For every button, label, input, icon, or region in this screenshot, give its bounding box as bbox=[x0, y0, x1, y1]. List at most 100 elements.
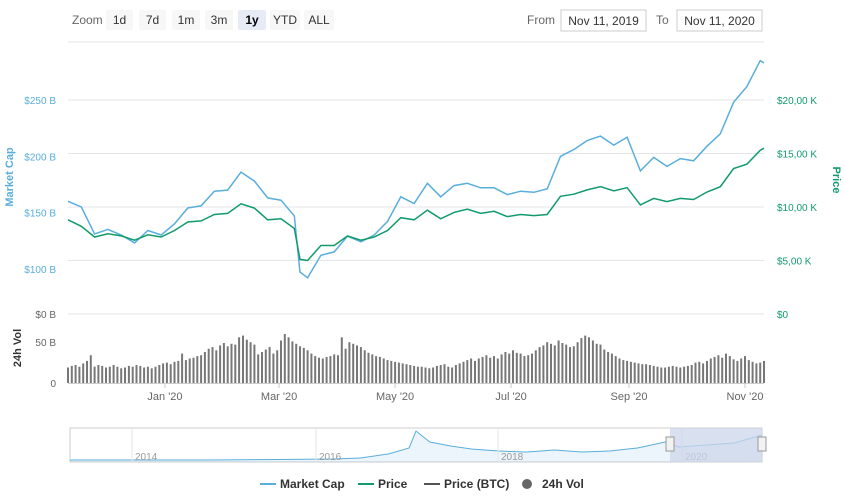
volume-bar bbox=[732, 359, 735, 383]
volume-bar bbox=[474, 360, 476, 383]
volume-bar bbox=[405, 364, 408, 383]
x-axis: Jan '20 Mar '20 May '20 Jul '20 Sep '20 Nov '… bbox=[147, 383, 763, 403]
zoom-button-1m[interactable]: 1m bbox=[172, 10, 200, 30]
volume-bar bbox=[706, 360, 708, 383]
volume-bar bbox=[553, 345, 556, 383]
navigator-handle-right[interactable] bbox=[757, 436, 767, 452]
volume-bar bbox=[131, 366, 134, 383]
price-tick-label: $5,00 K bbox=[777, 257, 812, 268]
volume-bar bbox=[420, 366, 423, 383]
volume-bar bbox=[416, 366, 419, 383]
volume-bar bbox=[599, 344, 602, 383]
volume-bar bbox=[302, 347, 305, 383]
volume-bar bbox=[318, 357, 320, 383]
volume-bar bbox=[219, 345, 222, 383]
volume-bar bbox=[188, 358, 191, 383]
zoom-button-ytd[interactable]: YTD bbox=[270, 10, 300, 30]
to-date-value: Nov 11, 2020 bbox=[684, 14, 755, 28]
volume-bar bbox=[686, 365, 689, 383]
volume-bar bbox=[462, 361, 465, 383]
zoom-button-1d-label: 1d bbox=[113, 13, 126, 27]
volume-bar bbox=[283, 334, 286, 383]
volume-tick-label: 50 B bbox=[35, 338, 56, 349]
volume-tick-label: 0 bbox=[50, 379, 56, 390]
volume-bar bbox=[401, 363, 404, 383]
zoom-button-1d[interactable]: 1d bbox=[106, 10, 133, 30]
price-axis-title: Price bbox=[830, 167, 842, 194]
volume-bar bbox=[572, 346, 575, 384]
price-axis: $0 $5,00 K $10,00 K $15,00 K $20,00 K bbox=[777, 96, 817, 321]
volume-bar bbox=[139, 365, 142, 383]
navigator-year-label: 2014 bbox=[135, 452, 158, 463]
volume-bar bbox=[390, 360, 393, 383]
volume-bar bbox=[728, 356, 731, 383]
volume-bar bbox=[485, 355, 488, 383]
market-cap-tick-label: $150 B bbox=[24, 209, 56, 220]
volume-bar bbox=[523, 356, 526, 383]
legend-item[interactable]: Market Cap bbox=[260, 477, 345, 491]
volume-bar bbox=[626, 360, 629, 383]
price-tick-label: $10,00 K bbox=[777, 203, 817, 214]
volume-bar bbox=[409, 365, 412, 383]
volume-bar bbox=[477, 358, 480, 383]
legend-item[interactable]: Price (BTC) bbox=[424, 477, 509, 491]
legend-item[interactable]: 24h Vol bbox=[522, 477, 584, 491]
volume-bar bbox=[622, 360, 625, 383]
to-label: To bbox=[656, 13, 669, 27]
x-tick-label: Jul '20 bbox=[495, 391, 526, 403]
volume-bar bbox=[588, 337, 590, 383]
volume-bar bbox=[162, 363, 165, 383]
gridlines bbox=[68, 41, 764, 315]
legend-item[interactable]: Price bbox=[358, 477, 408, 491]
zoom-button-3m[interactable]: 3m bbox=[205, 10, 233, 30]
volume-bar bbox=[245, 339, 248, 383]
from-date-input[interactable]: Nov 11, 2019 bbox=[560, 9, 647, 32]
x-tick-label: Sep '20 bbox=[610, 391, 647, 403]
navigator-selection[interactable] bbox=[670, 428, 762, 462]
volume-bar bbox=[595, 343, 598, 383]
volume-bar bbox=[108, 366, 111, 383]
volume-bar bbox=[253, 344, 256, 383]
volume-bar bbox=[546, 342, 549, 383]
volume-bar bbox=[629, 361, 632, 383]
volume-bar bbox=[550, 343, 552, 383]
volume-bar bbox=[432, 367, 435, 383]
volume-bar bbox=[435, 365, 438, 383]
zoom-button-7d[interactable]: 7d bbox=[139, 10, 166, 30]
volume-bar bbox=[481, 356, 484, 383]
volume-bar bbox=[500, 354, 503, 383]
volume-bar bbox=[299, 346, 301, 384]
volume-bar bbox=[531, 353, 533, 383]
volume-bar bbox=[173, 361, 176, 383]
volume-bar bbox=[671, 365, 674, 383]
zoom-button-ytd-label: YTD bbox=[273, 13, 297, 27]
volume-bar bbox=[154, 366, 157, 383]
legend-label: Price bbox=[378, 477, 408, 491]
volume-bar bbox=[181, 353, 184, 383]
volume-bar bbox=[652, 365, 655, 383]
volume-bar bbox=[207, 348, 210, 383]
volume-bar bbox=[169, 364, 172, 383]
volume-bar bbox=[633, 362, 636, 383]
zoom-button-1y[interactable]: 1y bbox=[238, 10, 266, 30]
volume-bar bbox=[337, 355, 339, 383]
volume-bar bbox=[211, 347, 214, 383]
volume-bar bbox=[215, 350, 218, 383]
volume-bar bbox=[458, 363, 461, 383]
volume-bar bbox=[451, 367, 454, 383]
navigator-handle-left[interactable] bbox=[665, 436, 675, 452]
volume-bar bbox=[607, 352, 610, 383]
volume-bar bbox=[329, 356, 332, 383]
volume-bar bbox=[261, 352, 263, 383]
volume-bar bbox=[340, 337, 343, 383]
volume-bar bbox=[306, 350, 309, 383]
volume-bar bbox=[70, 365, 73, 383]
volume-bar bbox=[268, 347, 271, 383]
to-date-input[interactable]: Nov 11, 2020 bbox=[676, 9, 763, 32]
x-tick-label: Mar '20 bbox=[261, 391, 297, 403]
volume-bar bbox=[359, 347, 362, 383]
volume-bar bbox=[67, 367, 69, 383]
zoom-button-all[interactable]: ALL bbox=[304, 10, 334, 30]
navigator[interactable]: 2014201620182020 bbox=[69, 427, 767, 463]
